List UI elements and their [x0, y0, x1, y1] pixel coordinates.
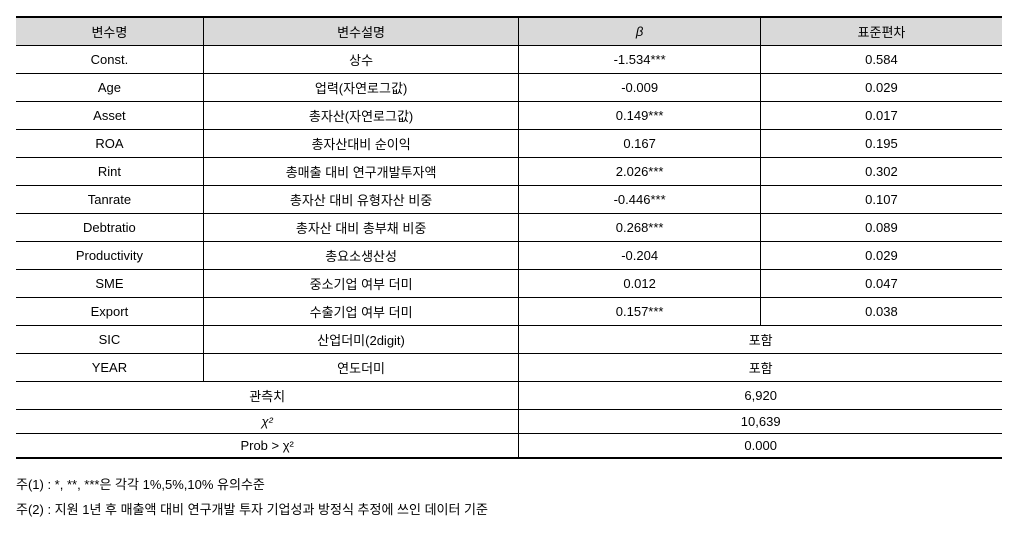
table-row: Rint 총매출 대비 연구개발투자액 2.026*** 0.302: [16, 158, 1002, 186]
cell-se: 0.029: [760, 74, 1002, 102]
cell-var-name: Productivity: [16, 242, 203, 270]
table-row-merged: YEAR 연도더미 포함: [16, 354, 1002, 382]
table-notes: 주(1) : *, **, ***은 각각 1%,5%,10% 유의수준 주(2…: [16, 473, 1002, 522]
cell-beta: -0.446***: [519, 186, 761, 214]
note-line: 주(1) : *, **, ***은 각각 1%,5%,10% 유의수준: [16, 473, 1002, 498]
th-se: 표준편차: [760, 17, 1002, 46]
cell-beta: 2.026***: [519, 158, 761, 186]
cell-var-desc: 총자산대비 순이익: [203, 130, 519, 158]
cell-beta: 0.167: [519, 130, 761, 158]
cell-var-name: Const.: [16, 46, 203, 74]
cell-stat-label: χ²: [16, 410, 519, 434]
th-beta: β: [519, 17, 761, 46]
cell-se: 0.302: [760, 158, 1002, 186]
cell-beta: 0.012: [519, 270, 761, 298]
cell-var-desc: 상수: [203, 46, 519, 74]
table-header-row: 변수명 변수설명 β 표준편차: [16, 17, 1002, 46]
regression-table: 변수명 변수설명 β 표준편차 Const. 상수 -1.534*** 0.58…: [16, 16, 1002, 459]
cell-var-desc: 총자산 대비 총부채 비중: [203, 214, 519, 242]
cell-stat-value: 6,920: [519, 382, 1002, 410]
table-row: Debtratio 총자산 대비 총부채 비중 0.268*** 0.089: [16, 214, 1002, 242]
cell-var-desc: 총자산(자연로그값): [203, 102, 519, 130]
cell-se: 0.017: [760, 102, 1002, 130]
th-var-desc: 변수설명: [203, 17, 519, 46]
cell-var-desc: 연도더미: [203, 354, 519, 382]
cell-beta: 0.268***: [519, 214, 761, 242]
cell-var-name: Asset: [16, 102, 203, 130]
cell-var-name: YEAR: [16, 354, 203, 382]
table-row: Export 수출기업 여부 더미 0.157*** 0.038: [16, 298, 1002, 326]
cell-var-name: Debtratio: [16, 214, 203, 242]
cell-var-desc: 총매출 대비 연구개발투자액: [203, 158, 519, 186]
cell-se: 0.047: [760, 270, 1002, 298]
cell-se: 0.038: [760, 298, 1002, 326]
cell-var-desc: 수출기업 여부 더미: [203, 298, 519, 326]
cell-var-name: Export: [16, 298, 203, 326]
table-row: Asset 총자산(자연로그값) 0.149*** 0.017: [16, 102, 1002, 130]
cell-var-name: Tanrate: [16, 186, 203, 214]
table-row: ROA 총자산대비 순이익 0.167 0.195: [16, 130, 1002, 158]
cell-se: 0.029: [760, 242, 1002, 270]
cell-stat-value: 0.000: [519, 434, 1002, 459]
cell-var-desc: 총자산 대비 유형자산 비중: [203, 186, 519, 214]
cell-var-name: SME: [16, 270, 203, 298]
cell-var-desc: 업력(자연로그값): [203, 74, 519, 102]
table-row: Const. 상수 -1.534*** 0.584: [16, 46, 1002, 74]
cell-beta: 0.149***: [519, 102, 761, 130]
cell-stat-value: 10,639: [519, 410, 1002, 434]
cell-var-desc: 총요소생산성: [203, 242, 519, 270]
note-line: 주(2) : 지원 1년 후 매출액 대비 연구개발 투자 기업성과 방정식 추…: [16, 498, 1002, 523]
table-row: Age 업력(자연로그값) -0.009 0.029: [16, 74, 1002, 102]
cell-stat-label: 관측치: [16, 382, 519, 410]
cell-var-name: Age: [16, 74, 203, 102]
th-var-name: 변수명: [16, 17, 203, 46]
cell-se: 0.089: [760, 214, 1002, 242]
cell-se: 0.107: [760, 186, 1002, 214]
table-row-merged: SIC 산업더미(2digit) 포함: [16, 326, 1002, 354]
page-root: 변수명 변수설명 β 표준편차 Const. 상수 -1.534*** 0.58…: [16, 16, 1002, 522]
table-row-stat: Prob > χ² 0.000: [16, 434, 1002, 459]
cell-merged-value: 포함: [519, 354, 1002, 382]
cell-var-name: Rint: [16, 158, 203, 186]
table-row: Productivity 총요소생산성 -0.204 0.029: [16, 242, 1002, 270]
cell-se: 0.195: [760, 130, 1002, 158]
cell-var-name: SIC: [16, 326, 203, 354]
table-row-stat: 관측치 6,920: [16, 382, 1002, 410]
cell-beta: 0.157***: [519, 298, 761, 326]
cell-var-desc: 중소기업 여부 더미: [203, 270, 519, 298]
table-row: SME 중소기업 여부 더미 0.012 0.047: [16, 270, 1002, 298]
cell-merged-value: 포함: [519, 326, 1002, 354]
cell-stat-label: Prob > χ²: [16, 434, 519, 459]
cell-beta: -1.534***: [519, 46, 761, 74]
table-row-stat: χ² 10,639: [16, 410, 1002, 434]
cell-beta: -0.009: [519, 74, 761, 102]
cell-var-name: ROA: [16, 130, 203, 158]
cell-var-desc: 산업더미(2digit): [203, 326, 519, 354]
table-row: Tanrate 총자산 대비 유형자산 비중 -0.446*** 0.107: [16, 186, 1002, 214]
table-body: Const. 상수 -1.534*** 0.584 Age 업력(자연로그값) …: [16, 46, 1002, 459]
cell-se: 0.584: [760, 46, 1002, 74]
cell-beta: -0.204: [519, 242, 761, 270]
